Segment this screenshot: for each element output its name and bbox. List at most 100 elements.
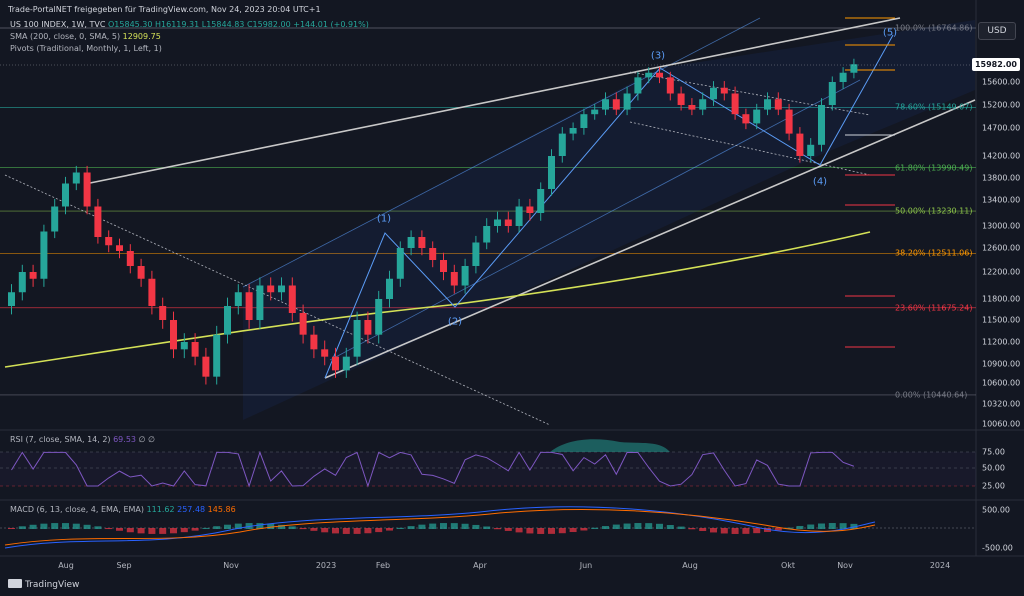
macd-hist-bar [18, 526, 26, 529]
candle-body [504, 219, 512, 226]
macd-hist-bar [850, 523, 858, 529]
price-axis-tick: 13800.00 [982, 173, 1021, 183]
macd-hist-bar [267, 523, 275, 529]
macd-hist-bar [645, 523, 653, 529]
macd-hist-bar [656, 523, 663, 529]
macd-hist-bar [224, 524, 231, 529]
macd-hist-bar [569, 528, 577, 533]
macd-hist-bar [785, 527, 793, 529]
candle-body [774, 99, 782, 110]
candle-body [51, 206, 59, 232]
price-axis-tick: 13000.00 [982, 221, 1021, 231]
candle-body [342, 356, 350, 371]
candle-body [699, 99, 707, 110]
macd-hist-bar [51, 523, 59, 529]
macd-legend[interactable]: MACD (6, 13, close, 4, EMA, EMA) 111.62 … [10, 505, 236, 514]
candle-body [483, 226, 491, 243]
time-axis-tick: Apr [473, 561, 487, 570]
time-axis-tick: Okt [780, 561, 796, 570]
candle-body [116, 245, 123, 251]
macd-hist-bar [180, 528, 188, 533]
candle-body [278, 285, 285, 293]
candle-body [526, 206, 534, 213]
macd-signal-line [4, 509, 876, 546]
macd-hist-bar [602, 526, 609, 529]
macd-value-2: 257.48 [177, 505, 206, 514]
candle-body [83, 172, 91, 207]
rsi-tick-75: 75.00 [982, 447, 1005, 457]
rsi-overbought-fill [550, 439, 670, 452]
time-axis-tick: Nov [223, 561, 239, 570]
macd-hist-bar [591, 527, 599, 529]
candle-body [818, 105, 825, 145]
candle-body [105, 237, 113, 246]
candle-body [126, 251, 134, 266]
macd-hist-bar [40, 523, 48, 529]
tv-logo-icon [8, 579, 22, 588]
candle-body [40, 231, 48, 279]
channel-upper-line [242, 17, 761, 288]
candle-body [62, 183, 69, 207]
macd-hist-bar [818, 523, 825, 529]
macd-hist-bar [148, 528, 156, 534]
elliott-wave-path [324, 34, 894, 379]
macd-hist-bar [278, 524, 285, 529]
macd-hist-bar [461, 523, 469, 529]
symbol-title[interactable]: US 100 INDEX, 1W, TVC [10, 20, 106, 29]
macd-value-3: 145.86 [207, 505, 236, 514]
rsi-legend[interactable]: RSI (7, close, SMA, 14, 2) 69.53 ∅ ∅ [10, 435, 155, 444]
candle-body [364, 320, 372, 335]
candle-body [569, 128, 577, 134]
candle-body [137, 266, 145, 279]
macd-hist-bar [126, 528, 134, 533]
macd-hist-bar [105, 528, 113, 530]
price-axis-tick: 11200.00 [982, 337, 1021, 347]
macd-hist-bar [440, 523, 447, 529]
macd-hist-bar [191, 528, 199, 531]
candle-body [764, 99, 771, 110]
price-axis-tick: 10600.00 [982, 378, 1021, 388]
macd-hist-bar [796, 525, 804, 529]
time-axis-tick: Jun [579, 561, 593, 570]
fib-level-label: 61.80% (13990.49) [895, 163, 973, 173]
candle-body [429, 248, 437, 260]
sma-legend[interactable]: SMA (200, close, 0, SMA, 5) 12909.75 [10, 32, 161, 41]
macd-hist-bar [677, 526, 685, 529]
candle-body [450, 272, 458, 286]
price-axis-tick: 11800.00 [982, 294, 1021, 304]
macd-hist-bar [612, 524, 620, 529]
elliott-wave-label: (3) [650, 50, 666, 62]
macd-hist-bar [742, 528, 750, 534]
candle-body [580, 114, 588, 128]
price-axis-tick: 14200.00 [982, 151, 1021, 161]
currency-button[interactable]: USD [978, 22, 1016, 40]
macd-hist-bar [83, 524, 91, 529]
macd-hist-bar [710, 528, 717, 533]
time-axis-tick: 2024 [929, 561, 951, 570]
tradingview-logo[interactable]: TradingView [8, 579, 79, 590]
candle-body [731, 93, 739, 115]
candle-body [407, 237, 415, 248]
candle-body [288, 285, 296, 313]
price-axis-tick: 15600.00 [982, 77, 1021, 87]
ohlc-close: C15982.00 [246, 20, 291, 29]
candle-body [72, 172, 80, 184]
candle-body [785, 109, 793, 134]
candle-body [602, 99, 609, 110]
macd-hist-bar [72, 523, 80, 529]
upper-trendline [89, 17, 901, 184]
macd-hist-bar [753, 528, 761, 534]
rsi-band [0, 452, 976, 486]
candle-body [353, 320, 361, 357]
elliott-wave-label: (5) [882, 27, 898, 39]
time-axis-tick: Sep [116, 561, 132, 570]
channel-lower-line [329, 79, 861, 361]
macd-hist-bar [94, 526, 102, 529]
candle-body [472, 242, 480, 266]
macd-hist-bar [720, 528, 728, 534]
price-axis-tick: 12200.00 [982, 267, 1021, 277]
candle-body [839, 72, 847, 82]
macd-hist-bar [774, 528, 782, 531]
pivots-legend[interactable]: Pivots (Traditional, Monthly, 1, Left, 1… [10, 44, 162, 53]
